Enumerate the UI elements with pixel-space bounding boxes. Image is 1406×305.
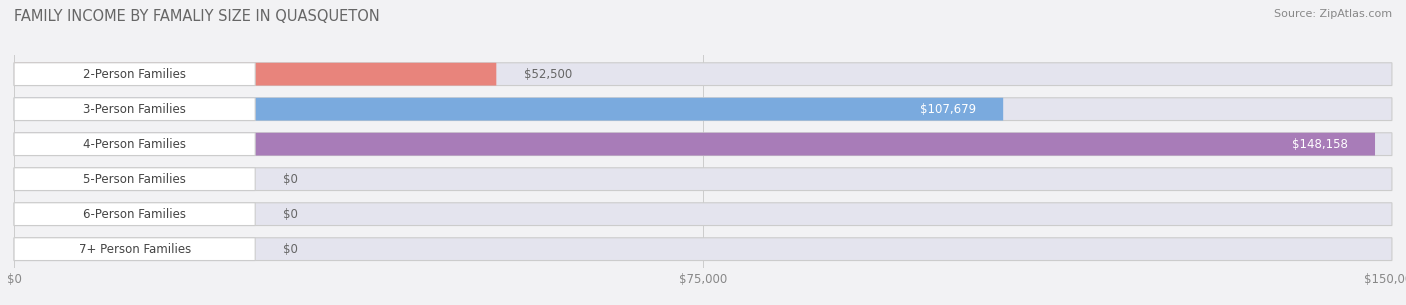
- FancyBboxPatch shape: [14, 238, 256, 260]
- FancyBboxPatch shape: [14, 168, 1392, 191]
- FancyBboxPatch shape: [14, 63, 256, 85]
- FancyBboxPatch shape: [14, 63, 1392, 85]
- Text: $148,158: $148,158: [1292, 138, 1347, 151]
- Text: $0: $0: [283, 208, 298, 221]
- FancyBboxPatch shape: [14, 133, 256, 156]
- FancyBboxPatch shape: [14, 203, 1392, 225]
- Text: $107,679: $107,679: [920, 103, 976, 116]
- Text: 4-Person Families: 4-Person Families: [83, 138, 186, 151]
- FancyBboxPatch shape: [14, 238, 1392, 260]
- FancyBboxPatch shape: [14, 98, 1004, 120]
- FancyBboxPatch shape: [14, 98, 1392, 120]
- FancyBboxPatch shape: [14, 203, 256, 225]
- Text: $0: $0: [283, 173, 298, 186]
- FancyBboxPatch shape: [14, 133, 1392, 156]
- Text: 7+ Person Families: 7+ Person Families: [79, 243, 191, 256]
- FancyBboxPatch shape: [14, 133, 1375, 156]
- FancyBboxPatch shape: [14, 168, 256, 191]
- Text: FAMILY INCOME BY FAMALIY SIZE IN QUASQUETON: FAMILY INCOME BY FAMALIY SIZE IN QUASQUE…: [14, 9, 380, 24]
- Text: 2-Person Families: 2-Person Families: [83, 68, 186, 81]
- Text: 5-Person Families: 5-Person Families: [83, 173, 186, 186]
- FancyBboxPatch shape: [14, 63, 496, 85]
- Text: 3-Person Families: 3-Person Families: [83, 103, 186, 116]
- Text: Source: ZipAtlas.com: Source: ZipAtlas.com: [1274, 9, 1392, 19]
- FancyBboxPatch shape: [14, 98, 256, 120]
- Text: $0: $0: [283, 243, 298, 256]
- Text: 6-Person Families: 6-Person Families: [83, 208, 186, 221]
- Text: $52,500: $52,500: [524, 68, 572, 81]
